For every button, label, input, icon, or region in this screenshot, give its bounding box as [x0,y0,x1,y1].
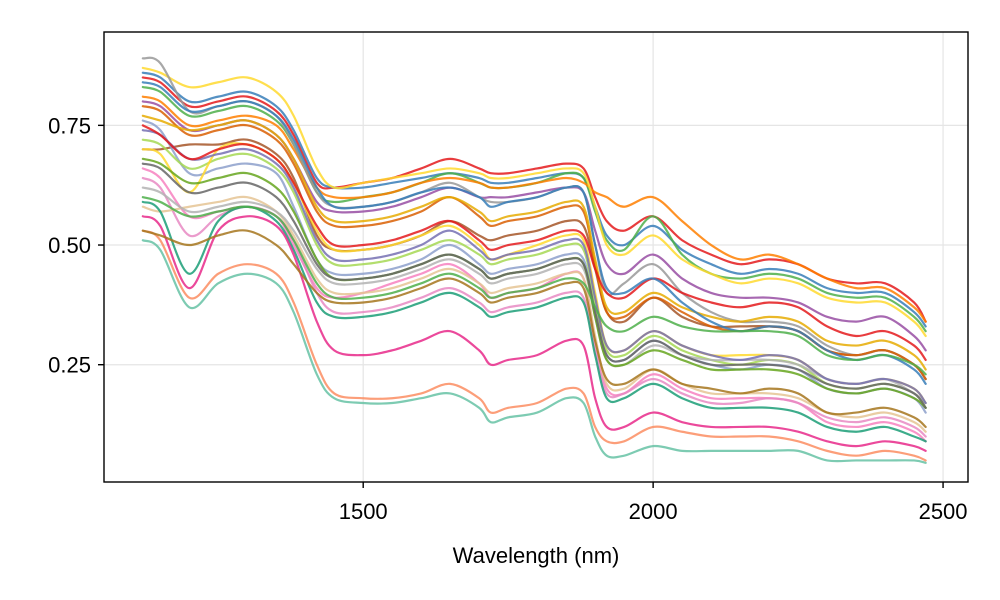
series-line-11 [141,229,927,462]
series-line-10 [141,239,927,464]
y-tick-label: 0.75 [48,113,91,138]
y-tick-label: 0.50 [48,233,91,258]
series-line-5 [141,95,927,323]
x-tick-label: 1500 [339,499,388,524]
series-line-15 [141,142,927,405]
series-line-25 [141,162,927,409]
series-line-26 [141,124,927,362]
series-line-17 [141,186,927,405]
x-tick-label: 2500 [919,499,968,524]
series-line-18 [141,200,927,443]
series-line-2 [141,71,927,328]
x-tick-label: 2000 [629,499,678,524]
axis-ticks: 1500 2000 2500 0.25 0.50 0.75 [48,113,967,524]
x-axis-title: Wavelength (nm) [453,543,620,568]
series-line-6 [141,66,927,338]
series-lines [141,56,927,464]
series-line-28 [141,196,927,376]
series-line-21 [141,215,927,452]
series-line-20 [141,129,927,405]
y-tick-label: 0.25 [48,353,91,378]
series-line-27 [141,81,927,385]
series-line-23 [141,114,927,371]
series-line-24 [141,229,927,429]
plot-frame [103,31,969,483]
